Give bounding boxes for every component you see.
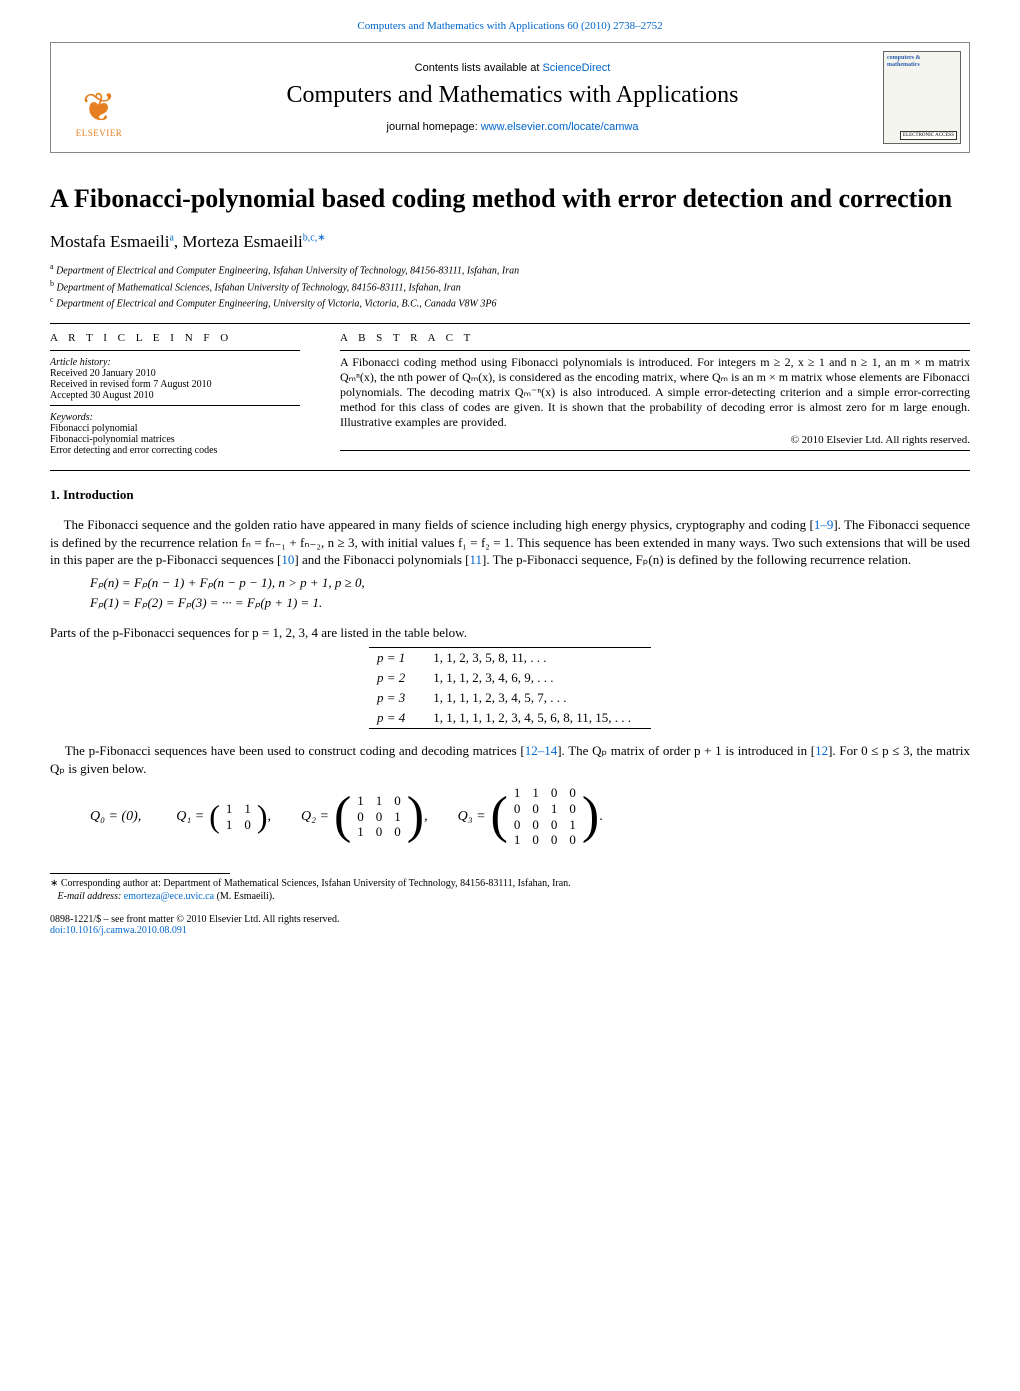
ref-link[interactable]: 12–14 [525,743,558,758]
equation-1: Fₚ(n) = Fₚ(n − 1) + Fₚ(n − p − 1), n > p… [90,575,970,591]
doi-link[interactable]: doi:10.1016/j.camwa.2010.08.091 [50,925,970,936]
elsevier-text: ELSEVIER [76,128,123,138]
matrix-definitions: Q₀ = (0), Q₁ = ( 11 10 ), Q₂ = ( 110 001… [90,785,970,847]
article-info: A R T I C L E I N F O Article history: R… [50,332,300,456]
author-list: Mostafa Esmaeilia, Morteza Esmaeilib,c,∗ [50,232,970,252]
ref-link[interactable]: 11 [470,552,483,567]
q0-matrix: Q₀ = (0), [90,809,141,825]
header-center: Contents lists available at ScienceDirec… [154,62,871,133]
access-badge: ELECTRONIC ACCESS [900,131,957,140]
tree-icon: ❦ [82,88,116,128]
history-label: Article history: [50,357,300,368]
intro-heading: 1. Introduction [50,487,970,503]
bottom-meta: 0898-1221/$ – see front matter © 2010 El… [50,914,970,936]
contents-label: Contents lists available at [415,62,540,74]
ref-link[interactable]: 1–9 [814,517,834,532]
email-link[interactable]: emorteza@ece.uvic.ca [124,891,214,902]
elsevier-logo: ❦ ELSEVIER [59,58,139,138]
email-footnote: E-mail address: emorteza@ece.uvic.ca (M.… [50,891,970,902]
keyword-1: Fibonacci polynomial [50,423,300,434]
author-2-affil[interactable]: b,c,∗ [303,233,326,244]
q2-matrix: Q₂ = ( 110 001 100 ), [301,793,428,840]
q3-matrix: Q₃ = ( 1100 0010 0001 1000 ). [458,785,603,847]
author-1: Mostafa Esmaeili [50,232,169,251]
sequence-table: p = 11, 1, 2, 3, 5, 8, 11, . . . p = 21,… [369,647,651,729]
author-2: Morteza Esmaeili [182,232,302,251]
citation-link[interactable]: Computers and Mathematics with Applicati… [357,20,662,32]
table-row: p = 21, 1, 1, 2, 3, 4, 6, 9, . . . [369,668,651,688]
intro-para-3: The p-Fibonacci sequences have been used… [50,742,970,777]
top-citation: Computers and Mathematics with Applicati… [50,20,970,32]
article-info-heading: A R T I C L E I N F O [50,332,300,344]
table-row: p = 11, 1, 2, 3, 5, 8, 11, . . . [369,648,651,669]
keywords-label: Keywords: [50,412,300,423]
abstract-text: A Fibonacci coding method using Fibonacc… [340,355,970,430]
accepted-date: Accepted 30 August 2010 [50,390,300,401]
contents-line: Contents lists available at ScienceDirec… [154,62,871,74]
abstract-heading: A B S T R A C T [340,332,970,344]
journal-title: Computers and Mathematics with Applicati… [154,82,871,109]
intro-para-2: Parts of the p-Fibonacci sequences for p… [50,624,970,642]
q1-matrix: Q₁ = ( 11 10 ), [176,801,271,832]
affiliation-b: b Department of Mathematical Sciences, I… [50,279,970,293]
equation-2: Fₚ(1) = Fₚ(2) = Fₚ(3) = ··· = Fₚ(p + 1) … [90,595,970,611]
keyword-2: Fibonacci-polynomial matrices [50,434,300,445]
homepage-url[interactable]: www.elsevier.com/locate/camwa [481,121,639,133]
journal-header: ❦ ELSEVIER Contents lists available at S… [50,42,970,153]
revised-date: Received in revised form 7 August 2010 [50,379,300,390]
table-row: p = 41, 1, 1, 1, 1, 2, 3, 4, 5, 6, 8, 11… [369,708,651,729]
info-row: A R T I C L E I N F O Article history: R… [50,332,970,456]
cover-thumbnail: computers & mathematics ELECTRONIC ACCES… [883,51,961,144]
intro-para-1: The Fibonacci sequence and the golden ra… [50,516,970,569]
abstract-block: A B S T R A C T A Fibonacci coding metho… [340,332,970,456]
affiliation-a: a Department of Electrical and Computer … [50,262,970,276]
ref-link[interactable]: 12 [815,743,828,758]
table-row: p = 31, 1, 1, 1, 2, 3, 4, 5, 7, . . . [369,688,651,708]
article-title: A Fibonacci-polynomial based coding meth… [50,183,970,214]
received-date: Received 20 January 2010 [50,368,300,379]
copyright: © 2010 Elsevier Ltd. All rights reserved… [340,434,970,446]
affiliation-c: c Department of Electrical and Computer … [50,295,970,309]
keyword-3: Error detecting and error correcting cod… [50,445,300,456]
homepage-line: journal homepage: www.elsevier.com/locat… [154,121,871,133]
homepage-label: journal homepage: [387,121,478,133]
sciencedirect-link[interactable]: ScienceDirect [542,62,610,74]
ref-link[interactable]: 10 [281,552,294,567]
corresponding-footnote: ∗ Corresponding author at: Department of… [50,878,970,889]
author-1-affil[interactable]: a [169,233,173,244]
cover-title: computers & mathematics [887,55,957,68]
issn-line: 0898-1221/$ – see front matter © 2010 El… [50,914,970,925]
